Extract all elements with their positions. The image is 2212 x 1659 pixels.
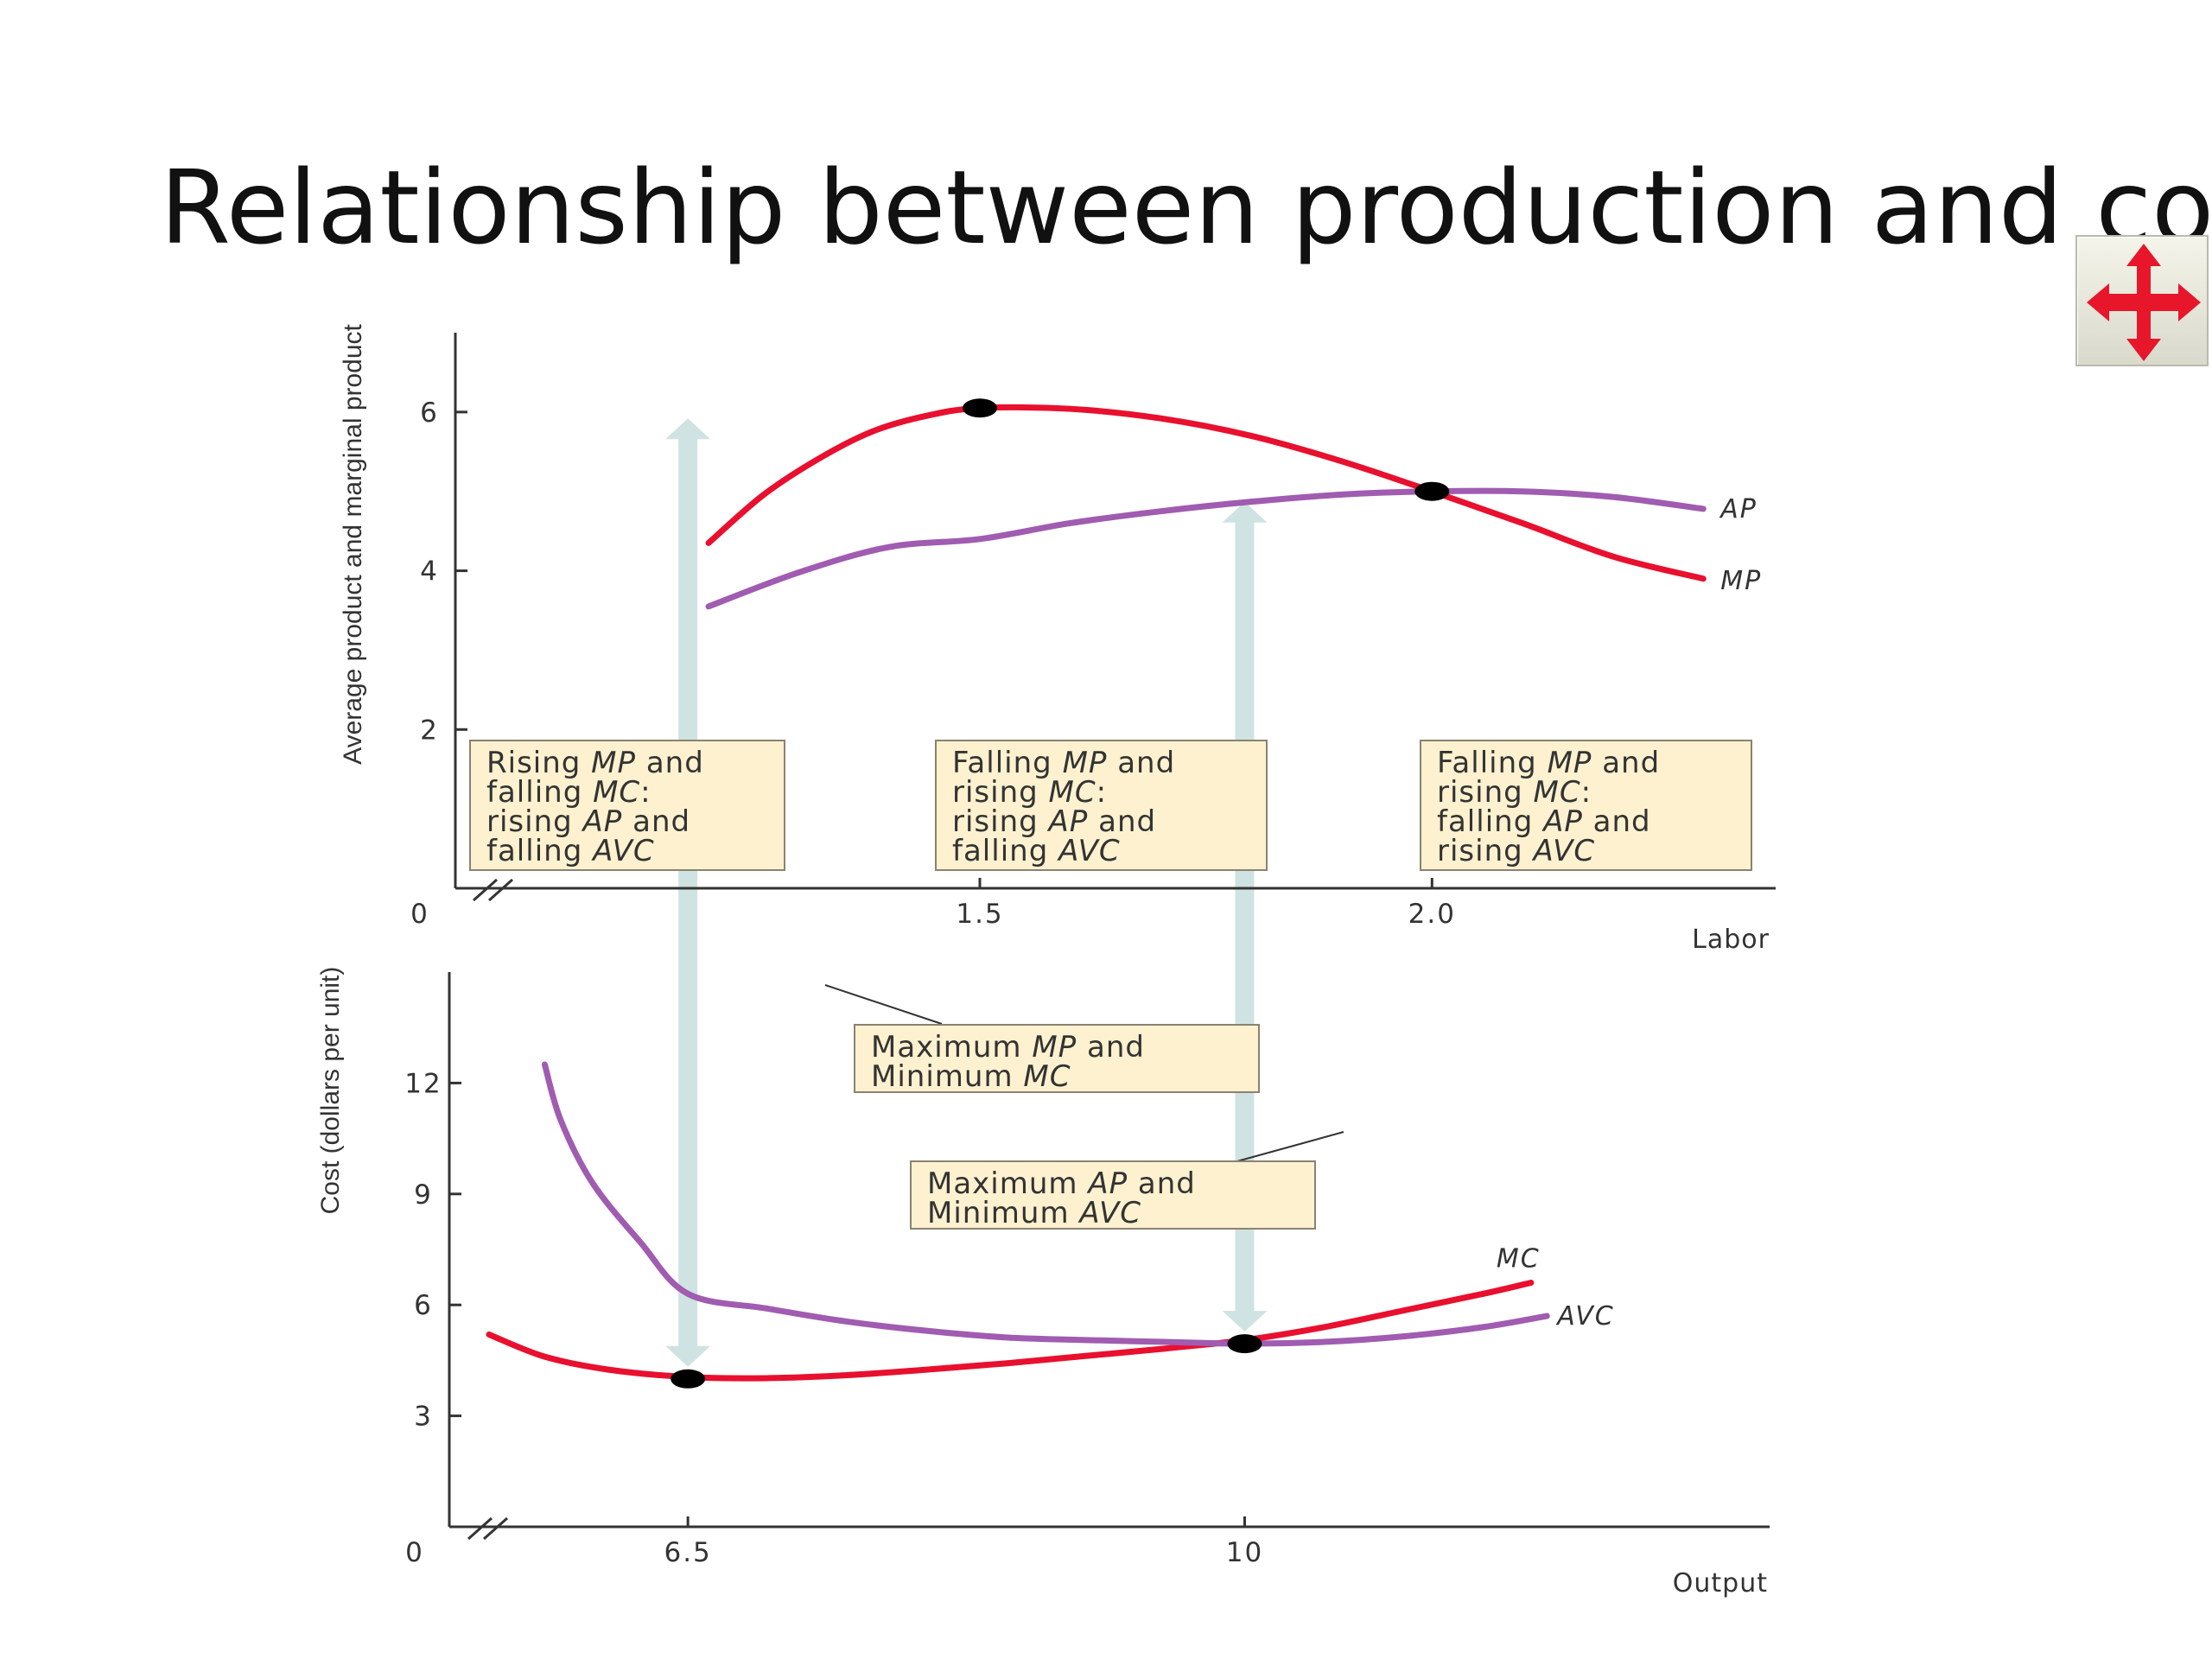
annotation-line: falling AVC [486, 834, 655, 868]
product-chart: 2 4 6 1.5 2.0 MP AP Average product and marg… [339, 323, 1776, 955]
cost-x-tick-label: 6.5 [664, 1537, 711, 1568]
mc-curve-label: MC [1497, 1244, 1541, 1274]
product-x-axis-label: Labor [1692, 925, 1770, 955]
cost-y-tick-label: 3 [414, 1402, 433, 1433]
ap-curve-label: AP [1719, 494, 1758, 524]
annotation-line: rising AP and [486, 804, 691, 839]
annotation-line: Falling MP and [1437, 746, 1661, 780]
product-y-axis-label: Average product and marginal product [339, 323, 367, 764]
guide-arrow-head-down [665, 1345, 711, 1367]
annotation-line: falling AVC [952, 834, 1121, 868]
ap-curve [705, 487, 1707, 610]
guide-arrow-head-down [1222, 1311, 1268, 1332]
cost-key-point [1227, 1334, 1262, 1354]
annotation-line: rising AP and [952, 804, 1157, 839]
four-way-arrow-icon [2087, 244, 2201, 361]
product-axis-break [473, 878, 513, 902]
annotation-line: Minimum AVC [927, 1196, 1141, 1230]
annotation-falling-mp-rising-ap: Falling MP and rising MC: rising AP and fal… [935, 740, 1268, 871]
annotation-rising-mp: Rising MP and falling MC: rising AP and fal… [469, 740, 785, 871]
product-y-tick-label: 4 [420, 556, 439, 588]
cost-x-axis-label: Output [1673, 1568, 1768, 1599]
product-x-tick-label: 1.5 [956, 899, 1003, 930]
annotation-line: falling AP and [1437, 804, 1651, 839]
annotation-line: falling MC: [486, 775, 652, 810]
slide-title: Relationship between production and cost [160, 148, 2212, 267]
guide-arrow-shaft [678, 437, 698, 1348]
product-y-tick-label: 6 [420, 397, 439, 429]
cost-chart: 3 6 9 12 6.5 10 MC AVC Cost (dollars per unit… [316, 967, 1770, 1599]
cost-origin-label: 0 [405, 1537, 424, 1568]
cost-key-point [671, 1369, 706, 1389]
cost-y-tick-label: 9 [414, 1179, 433, 1211]
avc-curve [541, 1061, 1550, 1347]
annotation-line: Minimum MC [871, 1059, 1071, 1094]
product-origin-label: 0 [410, 899, 429, 930]
guide-arrow-head-up [665, 418, 711, 440]
avc-curve-label: AVC [1555, 1301, 1615, 1332]
move-button[interactable] [2075, 235, 2209, 366]
mp-curve-label: MP [1720, 566, 1762, 596]
annotation-line: Falling MP and [952, 746, 1176, 780]
annotation-line: rising MC: [952, 775, 1108, 810]
cost-y-axis-label: Cost (dollars per unit) [316, 967, 345, 1215]
cost-y-tick-label: 6 [414, 1290, 433, 1321]
product-key-point [1414, 481, 1450, 501]
guide-arrow-shaft [1235, 520, 1255, 1313]
annotation-line: Rising MP and [486, 746, 704, 780]
mp-curve [705, 404, 1707, 582]
cost-axis-break [467, 1516, 508, 1541]
annotation-line: rising AVC [1437, 834, 1596, 868]
product-x-tick-label: 2.0 [1408, 899, 1456, 930]
annotation-max-mp: Maximum MP and Minimum MC [854, 1024, 1260, 1093]
annotation-line: Maximum MP and [871, 1030, 1145, 1065]
cost-x-tick-label: 10 [1226, 1537, 1263, 1568]
product-key-point [963, 398, 998, 418]
annotation-line: Maximum AP and [927, 1166, 1196, 1201]
mc-curve [486, 1280, 1535, 1382]
product-y-tick-label: 2 [420, 715, 439, 746]
guide-arrows [665, 418, 1268, 1367]
annotation-line: rising MC: [1437, 775, 1592, 810]
guide-arrow-head-up [1222, 501, 1268, 523]
max-mp-leader [824, 984, 943, 1025]
annotation-falling-mp-falling-ap: Falling MP and rising MC: falling AP and ri… [1420, 740, 1752, 871]
annotation-max-ap: Maximum AP and Minimum AVC [910, 1160, 1316, 1230]
cost-y-tick-label: 12 [404, 1068, 442, 1099]
